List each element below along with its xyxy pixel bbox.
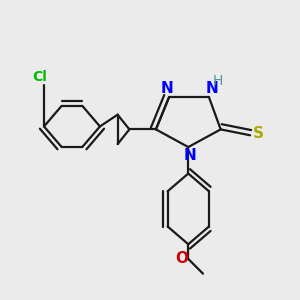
Text: O: O: [175, 251, 188, 266]
Text: N: N: [206, 81, 218, 96]
Text: H: H: [212, 74, 223, 88]
Text: N: N: [183, 148, 196, 163]
Text: S: S: [253, 126, 264, 141]
Text: N: N: [160, 81, 173, 96]
Text: Cl: Cl: [32, 70, 47, 84]
